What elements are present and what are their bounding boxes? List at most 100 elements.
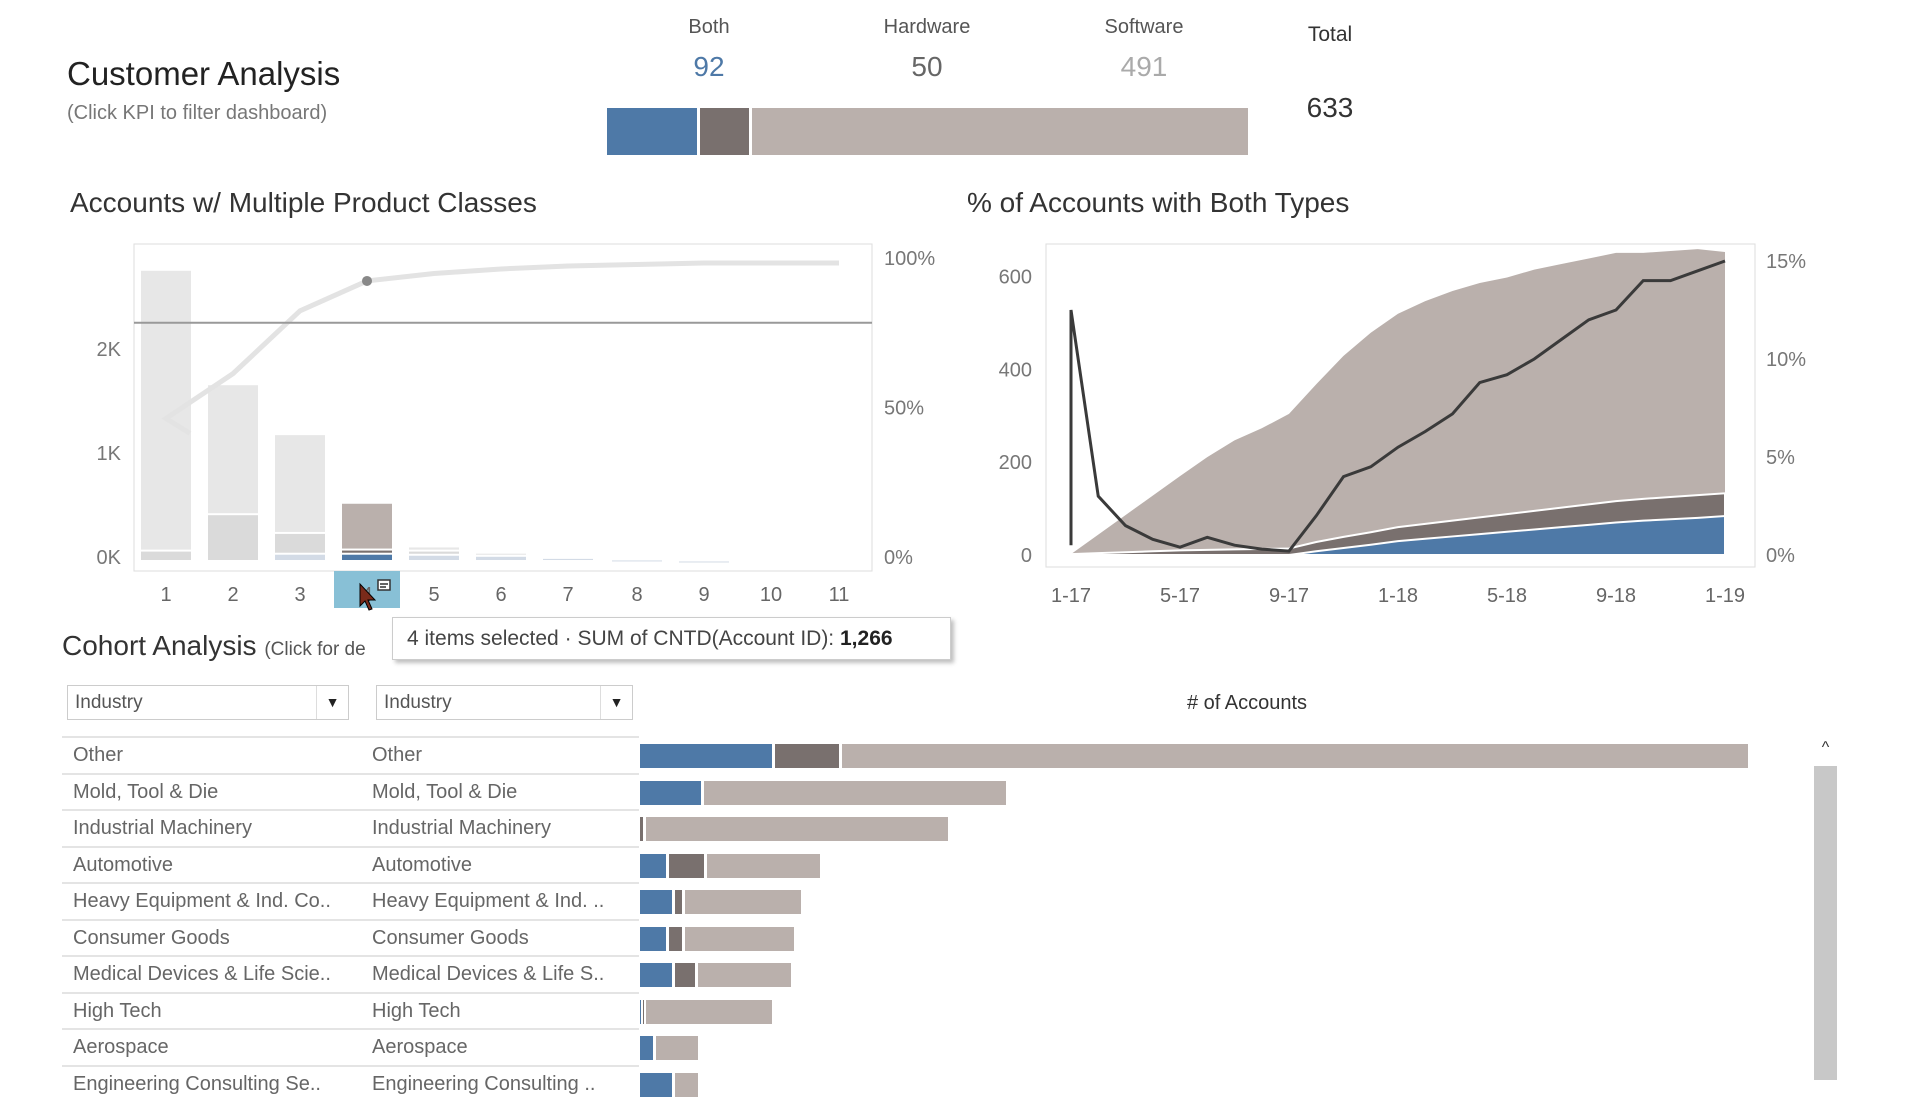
scrollbar[interactable]: ^	[1812, 736, 1839, 1080]
bar-segment-software[interactable]	[707, 854, 820, 878]
bar-segment-software[interactable]	[141, 271, 191, 550]
table-row[interactable]: Heavy Equipment & Ind. Co..Heavy Equipme…	[62, 882, 639, 919]
bar-segment-both[interactable]	[640, 927, 666, 951]
bar-segment-hardware[interactable]	[669, 927, 682, 951]
kpi-bar-both[interactable]	[607, 108, 697, 155]
bar-segment-hardware[interactable]	[675, 890, 682, 914]
dimension-dropdown-2[interactable]: Industry▼	[376, 685, 633, 720]
bar-segment-software[interactable]	[685, 927, 794, 951]
bar-segment-hardware[interactable]	[342, 551, 392, 553]
x-tick-label[interactable]: 6	[495, 584, 506, 606]
dimension-dropdown-1[interactable]: Industry▼	[67, 685, 349, 720]
row-label-2: Other	[372, 744, 422, 767]
bar-segment-both[interactable]	[640, 963, 672, 987]
bar-segment-hardware[interactable]	[141, 552, 191, 560]
y2-tick-label: 50%	[884, 398, 924, 420]
bar-segment-software[interactable]	[685, 890, 801, 914]
bar-segment-hardware[interactable]	[675, 963, 694, 987]
accounts-bar[interactable]	[640, 854, 823, 878]
x-tick-label[interactable]: 1	[160, 584, 171, 606]
accounts-bar[interactable]	[640, 817, 951, 841]
x-tick-label[interactable]: 9	[698, 584, 709, 606]
bar-segment-both[interactable]	[612, 560, 662, 561]
accounts-axis-title: # of Accounts	[1047, 692, 1447, 715]
bar-segment-both[interactable]	[342, 555, 392, 560]
bar-segment-software[interactable]	[656, 1036, 698, 1060]
x-tick-label[interactable]: 3	[294, 584, 305, 606]
row-label-1: Other	[73, 744, 123, 767]
x-tick-label[interactable]: 11	[829, 584, 850, 606]
bar-segment-hardware[interactable]	[208, 515, 258, 560]
kpi-label: Software	[1044, 16, 1244, 39]
bar-segment-hardware[interactable]	[275, 534, 325, 553]
bar-segment-both[interactable]	[640, 1073, 672, 1097]
dropdown-arrow-icon[interactable]: ▼	[600, 686, 632, 719]
accounts-bar[interactable]	[640, 927, 797, 951]
dropdown-arrow-icon[interactable]: ▼	[316, 686, 348, 719]
kpi-bar-software[interactable]	[752, 108, 1248, 155]
bar-segment-both[interactable]	[476, 557, 526, 560]
bar-segment-software[interactable]	[342, 504, 392, 549]
x-tick-label[interactable]: 5	[428, 584, 439, 606]
table-row[interactable]: Engineering Consulting Se..Engineering C…	[62, 1065, 639, 1101]
bar-segment-both[interactable]	[409, 556, 459, 560]
bar-segment-software[interactable]	[275, 435, 325, 532]
scrollbar-thumb[interactable]	[1814, 766, 1837, 1080]
bar-segment-software[interactable]	[646, 1000, 771, 1024]
scroll-up-icon[interactable]: ^	[1812, 736, 1839, 766]
multiple-product-classes-chart[interactable]: 12345678910110K1K2K0%50%100%	[0, 230, 960, 620]
bar-segment-software[interactable]	[675, 1073, 698, 1097]
accounts-bar[interactable]	[640, 890, 804, 914]
bar-segment-software[interactable]	[409, 547, 459, 549]
table-row[interactable]: Other Other	[62, 736, 639, 773]
bar-segment-both[interactable]	[640, 854, 666, 878]
bar-segment-both[interactable]	[640, 781, 701, 805]
bar-segment-both[interactable]	[679, 561, 729, 562]
row-label-2: Aerospace	[372, 1036, 468, 1059]
bar-segment-hardware[interactable]	[669, 854, 705, 878]
accounts-bar[interactable]	[640, 963, 794, 987]
y2-tick-label: 100%	[884, 248, 935, 270]
x-tick-label[interactable]: 7	[562, 584, 573, 606]
bar-segment-both[interactable]	[275, 555, 325, 560]
bar-segment-software[interactable]	[842, 744, 1747, 768]
row-label-2: Consumer Goods	[372, 927, 529, 950]
bar-segment-hardware[interactable]	[640, 817, 643, 841]
y-tick-label: 0	[1021, 545, 1032, 567]
accounts-bar[interactable]	[640, 1000, 775, 1024]
accounts-bar[interactable]	[640, 1036, 701, 1060]
pareto-point[interactable]	[362, 276, 372, 286]
bar-segment-both[interactable]	[640, 890, 672, 914]
bar-segment-both[interactable]	[543, 559, 593, 560]
bar-segment-hardware[interactable]	[775, 744, 839, 768]
bar-segment-software[interactable]	[698, 963, 791, 987]
bar-segment-software[interactable]	[646, 817, 948, 841]
bar-segment-software[interactable]	[704, 781, 1006, 805]
kpi-bar-hardware[interactable]	[700, 108, 749, 155]
accounts-bar[interactable]	[640, 781, 1009, 805]
table-row[interactable]: Medical Devices & Life Scie..Medical Dev…	[62, 955, 639, 992]
bar-segment-both[interactable]	[640, 1036, 653, 1060]
bar-segment-software[interactable]	[476, 554, 526, 555]
accounts-bar[interactable]	[640, 1073, 701, 1097]
x-tick-label[interactable]: 2	[227, 584, 238, 606]
bar-segment-software[interactable]	[208, 385, 258, 513]
bar-segment-both[interactable]	[640, 744, 772, 768]
bar-segment-hardware[interactable]	[409, 552, 459, 554]
drill-icon[interactable]	[378, 580, 390, 590]
accounts-bar[interactable]	[640, 744, 1751, 768]
x-tick-label[interactable]: 8	[631, 584, 642, 606]
y-tick-label: 600	[999, 267, 1032, 289]
x-tick-label[interactable]: 10	[760, 584, 782, 606]
x-tick-label: 9-17	[1269, 585, 1309, 607]
